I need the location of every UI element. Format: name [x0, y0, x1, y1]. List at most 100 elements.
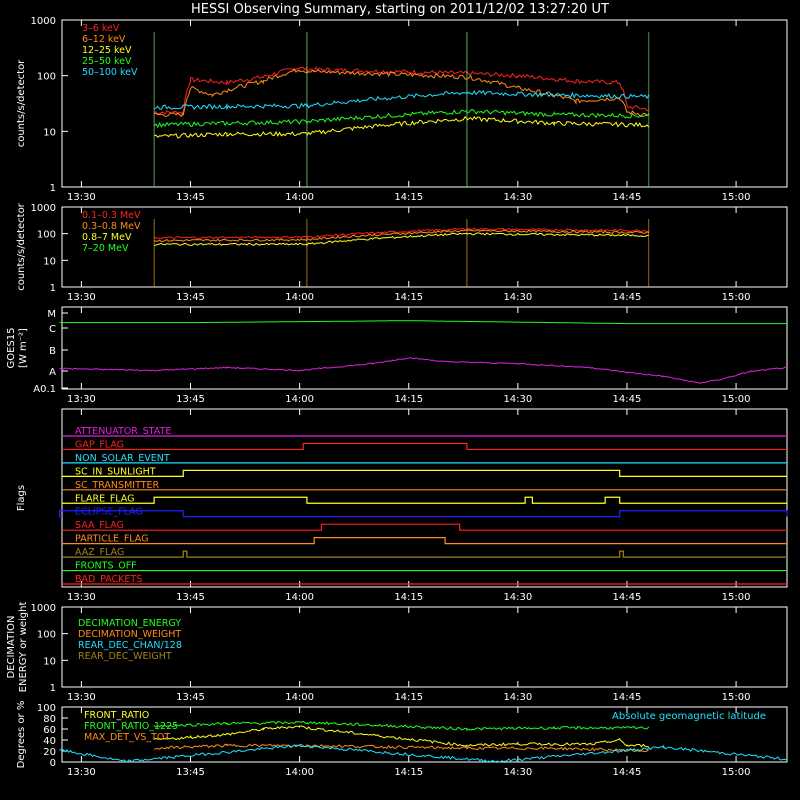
- x-tick-label: 14:00: [285, 692, 314, 703]
- y-axis-label-secondary: [W m⁻²]: [18, 328, 29, 368]
- flag-label: FLARE_FLAG: [75, 493, 135, 504]
- y-tick-label: 40: [43, 736, 56, 747]
- series-line: [59, 357, 788, 385]
- panel-decimation: 13:30 13:45 14:00 14:15 14:30 14:45 15:00 DECIM…: [6, 602, 788, 703]
- legend-entry: 50–100 keV: [82, 67, 138, 78]
- plot-frame: [61, 408, 788, 588]
- series-line: [153, 109, 649, 129]
- x-tick-label: 13:45: [176, 292, 205, 303]
- x-tick-label: 15:00: [722, 692, 751, 703]
- series-line: [154, 232, 650, 247]
- y-tick-label: 10: [43, 656, 56, 667]
- y-tick-label: 100: [37, 230, 56, 241]
- flag-label: SC_IN_SUNLIGHT: [75, 466, 156, 477]
- plot-frame: [61, 19, 788, 188]
- legend-entry: 0.3–0.8 MeV: [82, 221, 141, 232]
- y-tick-label: C: [49, 324, 56, 335]
- flag-line: [62, 442, 787, 451]
- x-tick-label: 14:00: [285, 767, 314, 778]
- x-tick-label: 13:30: [67, 192, 96, 203]
- x-tick-label: 13:45: [176, 692, 205, 703]
- legend-entry: REAR_DEC_CHAN/128: [78, 640, 182, 651]
- flag-label: SAA_FLAG: [75, 520, 124, 531]
- series-line: [59, 320, 787, 325]
- x-tick-label: 14:30: [503, 592, 532, 603]
- x-tick-label: 14:45: [613, 292, 642, 303]
- y-axis-label: counts/s/detector: [16, 59, 27, 147]
- x-tick-label: 14:30: [503, 292, 532, 303]
- x-tick-label: 15:00: [722, 592, 751, 603]
- x-tick-label: 13:45: [176, 394, 205, 405]
- flag-line: [62, 550, 787, 558]
- x-tick-label: 14:15: [394, 192, 423, 203]
- y-tick-label: 1: [50, 183, 56, 194]
- plot-frame: [61, 606, 788, 688]
- x-tick-label: 15:00: [722, 192, 751, 203]
- y-axis-label: counts/s/detector: [16, 202, 27, 290]
- legend-entry: DECIMATION_ENERGY: [78, 618, 181, 629]
- plot-frame: [61, 706, 788, 763]
- x-tick-label: 14:30: [503, 692, 532, 703]
- legend-entry: 0.1–0.3 MeV: [82, 210, 141, 221]
- series-line: [59, 743, 788, 764]
- y-tick-label: 1: [50, 283, 56, 294]
- flag-line: [62, 537, 787, 545]
- series-line: [153, 720, 650, 732]
- y-tick-label: 10: [43, 127, 56, 138]
- x-tick-label: 14:30: [503, 394, 532, 405]
- flag-label: NON_SOLAR_EVENT: [75, 453, 170, 464]
- y-tick-label: A: [49, 367, 56, 378]
- y-tick-label: 1000: [31, 603, 56, 614]
- flag-label: AAZ_FLAG: [75, 547, 124, 558]
- x-tick-label: 14:15: [394, 767, 423, 778]
- panel-low-energy: 13:30 13:45 14:00 14:15 14:30 14:45 15:00 count…: [16, 16, 788, 203]
- y-axis-label: DECIMATION: [6, 615, 17, 678]
- x-tick-label: 14:15: [394, 692, 423, 703]
- x-tick-label: 15:00: [722, 394, 751, 405]
- x-tick-label: 15:00: [722, 292, 751, 303]
- y-axis-label: GOES15: [6, 327, 17, 368]
- x-tick-label: 15:00: [722, 767, 751, 778]
- flag-label: GAP_FLAG: [75, 439, 124, 450]
- legend-entry: 25–50 keV: [82, 56, 132, 67]
- series-line: [153, 115, 650, 139]
- x-tick-label: 14:15: [394, 292, 423, 303]
- legend-entry: MAX_DET_VS_TOT: [84, 732, 170, 743]
- x-tick-label: 13:45: [176, 192, 205, 203]
- x-tick-label: 13:30: [67, 767, 96, 778]
- y-tick-label: 60: [43, 725, 56, 736]
- y-tick-label: M: [47, 309, 56, 320]
- flag-label: ATTENUATOR_STATE: [75, 426, 171, 437]
- x-tick-label: 13:30: [67, 394, 96, 405]
- flag-line: [62, 496, 787, 504]
- y-axis-label: Flags: [16, 485, 27, 511]
- x-tick-label: 14:45: [613, 592, 642, 603]
- y-tick-label: 0: [50, 758, 56, 769]
- series-line: [154, 68, 650, 118]
- y-tick-label: 20: [43, 747, 56, 758]
- x-tick-label: 13:45: [176, 767, 205, 778]
- series-line: [153, 89, 650, 111]
- flag-label: BAD_PACKETS: [75, 574, 142, 585]
- y-tick-label: B: [49, 346, 56, 357]
- series-line: [153, 725, 649, 748]
- y-tick-label: A0.1: [33, 384, 56, 395]
- x-tick-label: 13:30: [67, 692, 96, 703]
- plot-frame: [61, 206, 788, 288]
- flag-label: FRONTS_OFF: [75, 561, 137, 572]
- x-tick-label: 14:45: [613, 692, 642, 703]
- y-tick-label: 80: [43, 714, 56, 725]
- x-tick-label: 13:30: [67, 592, 96, 603]
- x-tick-label: 14:00: [285, 192, 314, 203]
- y-axis-label: Degrees or %: [16, 701, 27, 769]
- y-tick-label: 100: [37, 703, 56, 714]
- y-tick-label: 1000: [31, 203, 56, 214]
- x-tick-label: 13:45: [176, 592, 205, 603]
- figure-title: HESSI Observing Summary, starting on 201…: [191, 2, 609, 17]
- flag-label: PARTICLE_FLAG: [75, 534, 148, 545]
- y-tick-label: 100: [37, 630, 56, 641]
- series-line: [153, 227, 649, 240]
- annotation-geomagnetic-latitude: Absolute geomagnetic latitude: [612, 711, 766, 722]
- legend-entry: REAR_DEC_WEIGHT: [78, 651, 172, 662]
- legend-entry: 7–20 MeV: [82, 243, 129, 254]
